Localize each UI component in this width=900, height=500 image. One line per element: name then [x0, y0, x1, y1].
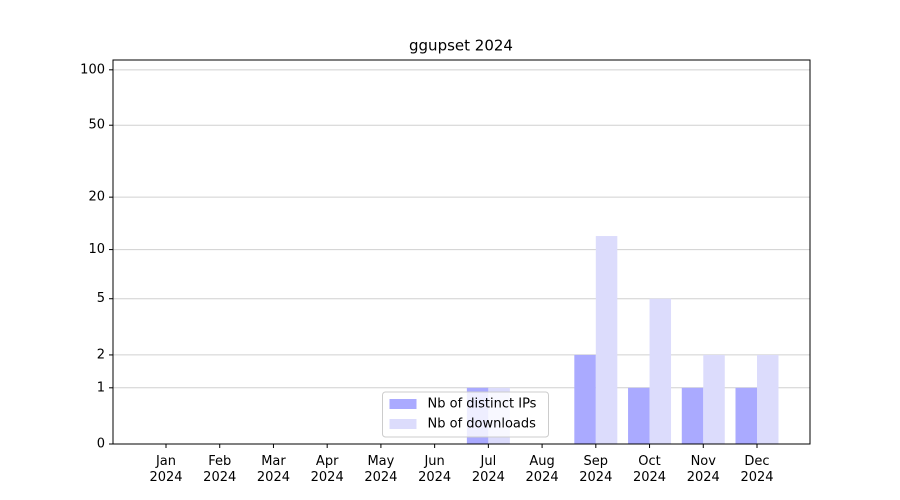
bar: [681, 387, 704, 444]
legend-swatch: [389, 399, 417, 409]
x-tick-label-line: 2024: [633, 470, 666, 485]
x-tick-label: Feb 2024: [203, 454, 236, 485]
legend-box: [382, 391, 549, 438]
bar: [703, 354, 725, 444]
x-tick-label: Dec 2024: [740, 454, 773, 485]
x-tick-label-line: Aug: [529, 454, 554, 469]
x-tick-label-line: 2024: [203, 470, 236, 485]
x-tick-label: Jul 2024: [472, 454, 505, 485]
x-tick-label-line: 2024: [472, 470, 505, 485]
y-tick-label: 50: [88, 118, 105, 133]
x-tick-label-line: 2024: [364, 470, 397, 485]
x-tick-label: Oct 2024: [633, 454, 666, 485]
y-tick-label: 1: [97, 380, 105, 395]
x-tick-label: Aug 2024: [526, 454, 559, 485]
x-tick-label-line: Oct: [638, 454, 660, 469]
x-tick-label: Jan 2024: [149, 454, 182, 485]
x-tick-label: Nov 2024: [687, 454, 720, 485]
legend-label: Nb of distinct IPs: [428, 397, 537, 412]
x-tick-label-line: May: [367, 454, 394, 469]
x-tick-label-line: Sep: [584, 454, 609, 469]
y-tick-label: 5: [97, 291, 105, 306]
plot-frame: [112, 59, 811, 445]
bar: [649, 298, 672, 444]
bar: [628, 387, 650, 444]
x-tick-label-line: Mar: [261, 454, 286, 469]
x-tick-label: Apr 2024: [311, 454, 344, 485]
bar: [735, 387, 757, 444]
x-tick-label-line: 2024: [418, 470, 451, 485]
y-tick-label: 20: [88, 190, 105, 205]
x-tick-label-line: Nov: [691, 454, 717, 469]
y-tick-label: 0: [97, 437, 105, 452]
x-tick-label-line: Jan: [155, 454, 176, 469]
chart-title: ggupset 2024: [409, 37, 513, 55]
x-tick-label-line: 2024: [740, 470, 773, 485]
bar: [574, 354, 596, 444]
x-tick-label-line: Apr: [316, 454, 339, 469]
y-tick-label: 100: [80, 62, 105, 77]
x-tick-label-line: 2024: [149, 470, 182, 485]
bar: [595, 236, 618, 444]
y-tick-label: 2: [97, 347, 105, 362]
x-tick-label: Jun 2024: [418, 454, 451, 485]
x-tick-label-line: 2024: [257, 470, 290, 485]
x-tick-label-line: 2024: [579, 470, 612, 485]
x-tick-label-line: 2024: [526, 470, 559, 485]
x-tick-label: Mar 2024: [257, 454, 290, 485]
x-tick-label-line: Jun: [423, 454, 444, 469]
x-tick-label: May 2024: [364, 454, 397, 485]
x-tick-label-line: 2024: [311, 470, 344, 485]
x-tick-label-line: Jul: [480, 454, 497, 469]
bar: [757, 354, 779, 444]
x-tick-label: Sep 2024: [579, 454, 612, 485]
legend-swatch: [389, 419, 417, 429]
x-tick-label-line: Feb: [208, 454, 231, 469]
legend-label: Nb of downloads: [428, 417, 537, 432]
x-tick-label-line: 2024: [687, 470, 720, 485]
x-tick-label-line: Dec: [744, 454, 769, 469]
y-tick-label: 10: [88, 242, 105, 257]
